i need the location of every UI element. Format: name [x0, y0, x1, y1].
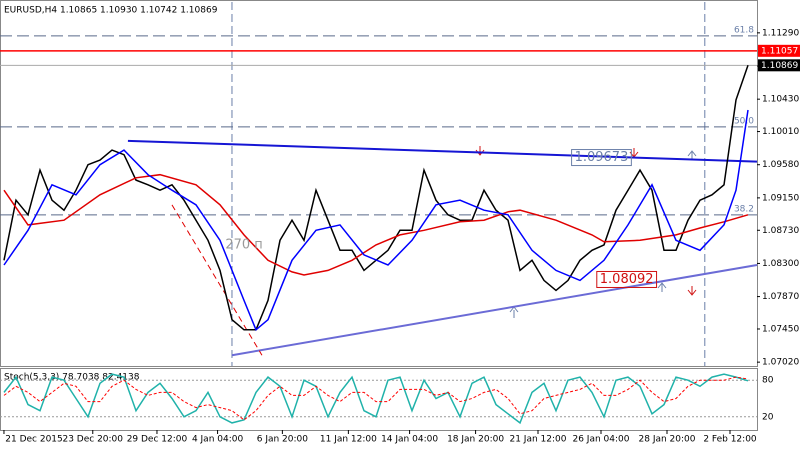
x-tick-label: 18 Jan 20:00 [447, 435, 504, 445]
trendline [171, 204, 263, 356]
arrow [687, 286, 697, 296]
trendline [231, 263, 758, 357]
x-tick-label: 2 Feb 12:00 [703, 435, 757, 445]
y-tick-label: 1.07450 [762, 324, 799, 334]
annotation-box [596, 270, 658, 288]
main-frame [0, 0, 758, 367]
x-tick-label: 21 Dec 2015 [5, 435, 63, 445]
annotation: 270 п [225, 237, 262, 252]
series-line [3, 64, 749, 331]
price-badge [758, 44, 800, 57]
y-tick-label: 1.08730 [762, 226, 799, 236]
x-tick-label: 4 Jan 04:00 [192, 435, 244, 445]
x-tick-label: 29 Dec 12:00 [127, 435, 188, 445]
price-badge [758, 59, 800, 72]
y-tick-label: 80 [762, 376, 774, 386]
price-badge-label: 1.11057 [761, 46, 798, 56]
x-tick-label: 21 Jan 12:00 [509, 435, 566, 445]
arrow [475, 146, 485, 156]
series-line [3, 109, 749, 332]
series-line [3, 376, 749, 421]
x-tick-label: 28 Jan 20:00 [639, 435, 696, 445]
y-tick-label: 1.09580 [762, 160, 799, 170]
x-tick-label: 11 Jan 12:00 [320, 435, 377, 445]
trendline [127, 139, 758, 163]
y-tick-label: 1.07870 [762, 292, 799, 302]
sub-title: Stoch(5,3,3) 78.7038 82.4138 [4, 373, 140, 383]
sub-frame [0, 368, 758, 431]
annotation: 1.09673 [575, 150, 629, 165]
y-tick-label: 1.11290 [762, 28, 799, 38]
y-tick-label: 1.10010 [762, 127, 799, 137]
fib-label: 50.0 [734, 116, 754, 126]
fib-label: 38.2 [734, 204, 754, 214]
arrow [509, 306, 519, 318]
fib-label: 61.8 [734, 25, 754, 35]
x-tick-label: 23 Dec 20:00 [62, 435, 123, 445]
x-tick-label: 6 Jan 20:00 [257, 435, 309, 445]
chart-title: EURUSD,H4 1.10865 1.10930 1.10742 1.1086… [4, 6, 218, 16]
arrow [657, 282, 667, 292]
series-line [3, 373, 749, 425]
y-tick-label: 1.07020 [762, 358, 799, 368]
y-tick-label: 1.10430 [762, 95, 799, 105]
x-tick-label: 26 Jan 04:00 [572, 435, 629, 445]
y-tick-label: 1.08300 [762, 259, 799, 269]
price-badge-label: 1.10869 [761, 61, 798, 71]
x-tick-label: 14 Jan 04:00 [381, 435, 438, 445]
annotation: 1.08092 [600, 272, 654, 287]
y-tick-label: 1.09150 [762, 193, 799, 203]
annotation-box [571, 149, 632, 167]
y-tick-label: 20 [762, 412, 774, 422]
